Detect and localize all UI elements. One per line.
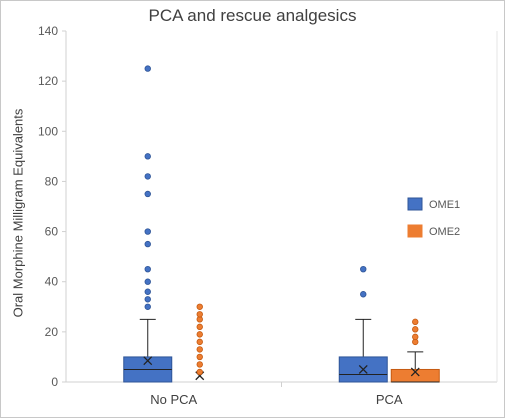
outlier-point [144,65,151,72]
outlier-point [360,265,367,273]
outlier-point [412,326,419,333]
outlier-point [196,323,203,331]
outlier-point [196,346,203,353]
y-tick-label: 120 [38,74,58,88]
series-ome1 [123,65,388,383]
outlier-point [144,228,151,235]
y-tick-label: 40 [45,275,59,289]
outlier-point [360,291,367,298]
outlier-point [196,353,203,361]
outlier-point [412,318,419,326]
outlier-point [144,296,151,303]
y-tick-label: 20 [45,325,59,339]
outlier-point [196,303,203,310]
legend-label: OME1 [429,199,460,211]
chart-title: PCA and rescue analgesics [148,6,357,25]
mean-marker [358,365,368,374]
legend-swatch [407,197,423,211]
outlier-point [144,303,151,310]
legend-label: OME2 [429,226,460,238]
y-tick-label: 0 [51,375,58,389]
outlier-point [144,278,151,285]
series-ome2 [195,303,440,383]
y-tick-label: 100 [38,124,58,138]
outlier-point [412,333,419,341]
y-tick-label: 140 [38,24,58,38]
mean-marker [143,356,153,366]
outlier-point [196,311,203,318]
y-tick-label: 60 [45,225,59,239]
y-tick-label: 80 [45,174,59,188]
outlier-point [196,361,203,368]
outlier-point [144,153,151,160]
mean-marker [410,367,420,377]
outlier-point [196,338,203,346]
outlier-point [144,288,151,295]
outlier-point [144,265,151,273]
x-category-label: PCA [376,392,403,407]
legend-swatch [407,224,423,238]
outlier-point [196,331,203,338]
outlier-point [196,368,203,376]
outlier-point [144,240,151,248]
outlier-point [144,190,151,198]
legend: OME1 OME2 [407,197,460,238]
x-category-label: No PCA [150,392,197,407]
outlier-point [144,173,151,180]
